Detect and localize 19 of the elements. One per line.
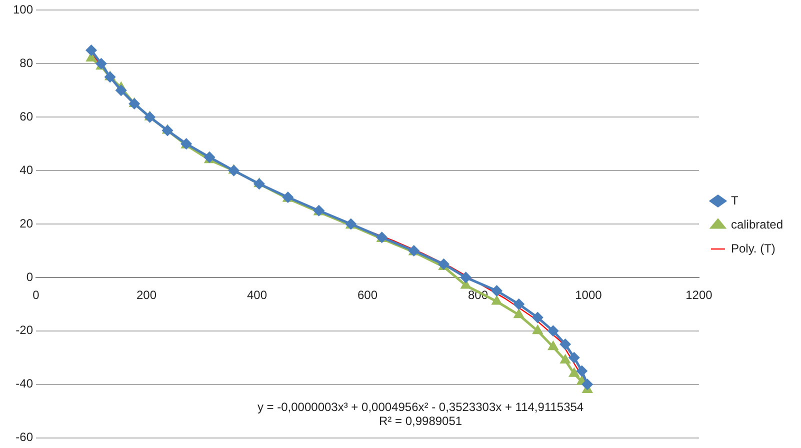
legend-label: T <box>730 193 739 208</box>
y-tick-label: -60 <box>16 430 34 444</box>
y-tick-label: -40 <box>16 376 34 391</box>
x-tick-label: 600 <box>357 288 378 302</box>
annotation: y = -0,0000003x³ + 0,0004956x² - 0,3523303x + 114,9115354 <box>257 400 584 414</box>
legend-label: Poly. (T) <box>730 241 776 256</box>
x-tick-label: 1000 <box>575 288 602 302</box>
x-tick-label: 400 <box>246 288 268 302</box>
y-tick-label: 0 <box>26 270 34 284</box>
y-tick-label: 60 <box>20 109 34 124</box>
annotation: R² = 0,9989051 <box>379 414 462 428</box>
y-tick-label: 40 <box>20 162 34 177</box>
x-tick-label: 1200 <box>686 288 713 302</box>
y-tick-label: 20 <box>20 216 34 230</box>
y-tick-label: 100 <box>12 2 34 17</box>
y-tick-label: -20 <box>16 323 34 338</box>
y-tick-label: 80 <box>20 56 34 70</box>
x-tick-label: 200 <box>136 288 157 302</box>
legend-label: calibrated <box>730 217 783 232</box>
